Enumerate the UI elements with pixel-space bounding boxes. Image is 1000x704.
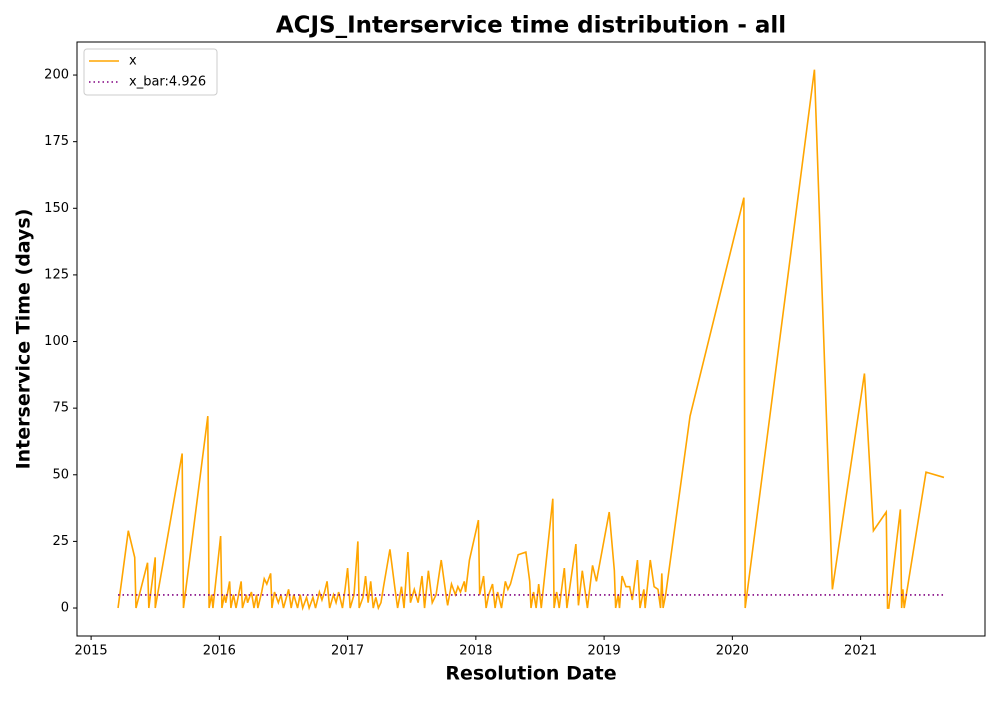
x-tick-label: 2020 [716,644,749,659]
x-tick-label: 2019 [588,644,621,659]
x-tick-label: 2015 [75,644,108,659]
legend-label: x [129,54,137,69]
y-tick-label: 175 [44,134,69,149]
x-tick-label: 2017 [331,644,364,659]
y-tick-label: 25 [52,534,69,549]
y-tick-label: 75 [52,401,69,416]
y-tick-label: 150 [44,201,69,216]
x-tick-label: 2018 [459,644,492,659]
x-tick-label: 2016 [203,644,236,659]
x-axis-label: Resolution Date [445,663,616,685]
y-tick-label: 200 [44,68,69,83]
chart-title: ACJS_Interservice time distribution - al… [276,13,786,39]
y-tick-label: 125 [44,267,69,282]
y-axis-label: Interservice Time (days) [13,209,35,470]
legend-label: x_bar:4.926 [129,75,206,90]
y-tick-label: 100 [44,334,69,349]
x-tick-label: 2021 [844,644,877,659]
y-tick-label: 50 [52,467,69,482]
plot-frame [76,41,986,637]
y-tick-label: 0 [61,601,69,616]
